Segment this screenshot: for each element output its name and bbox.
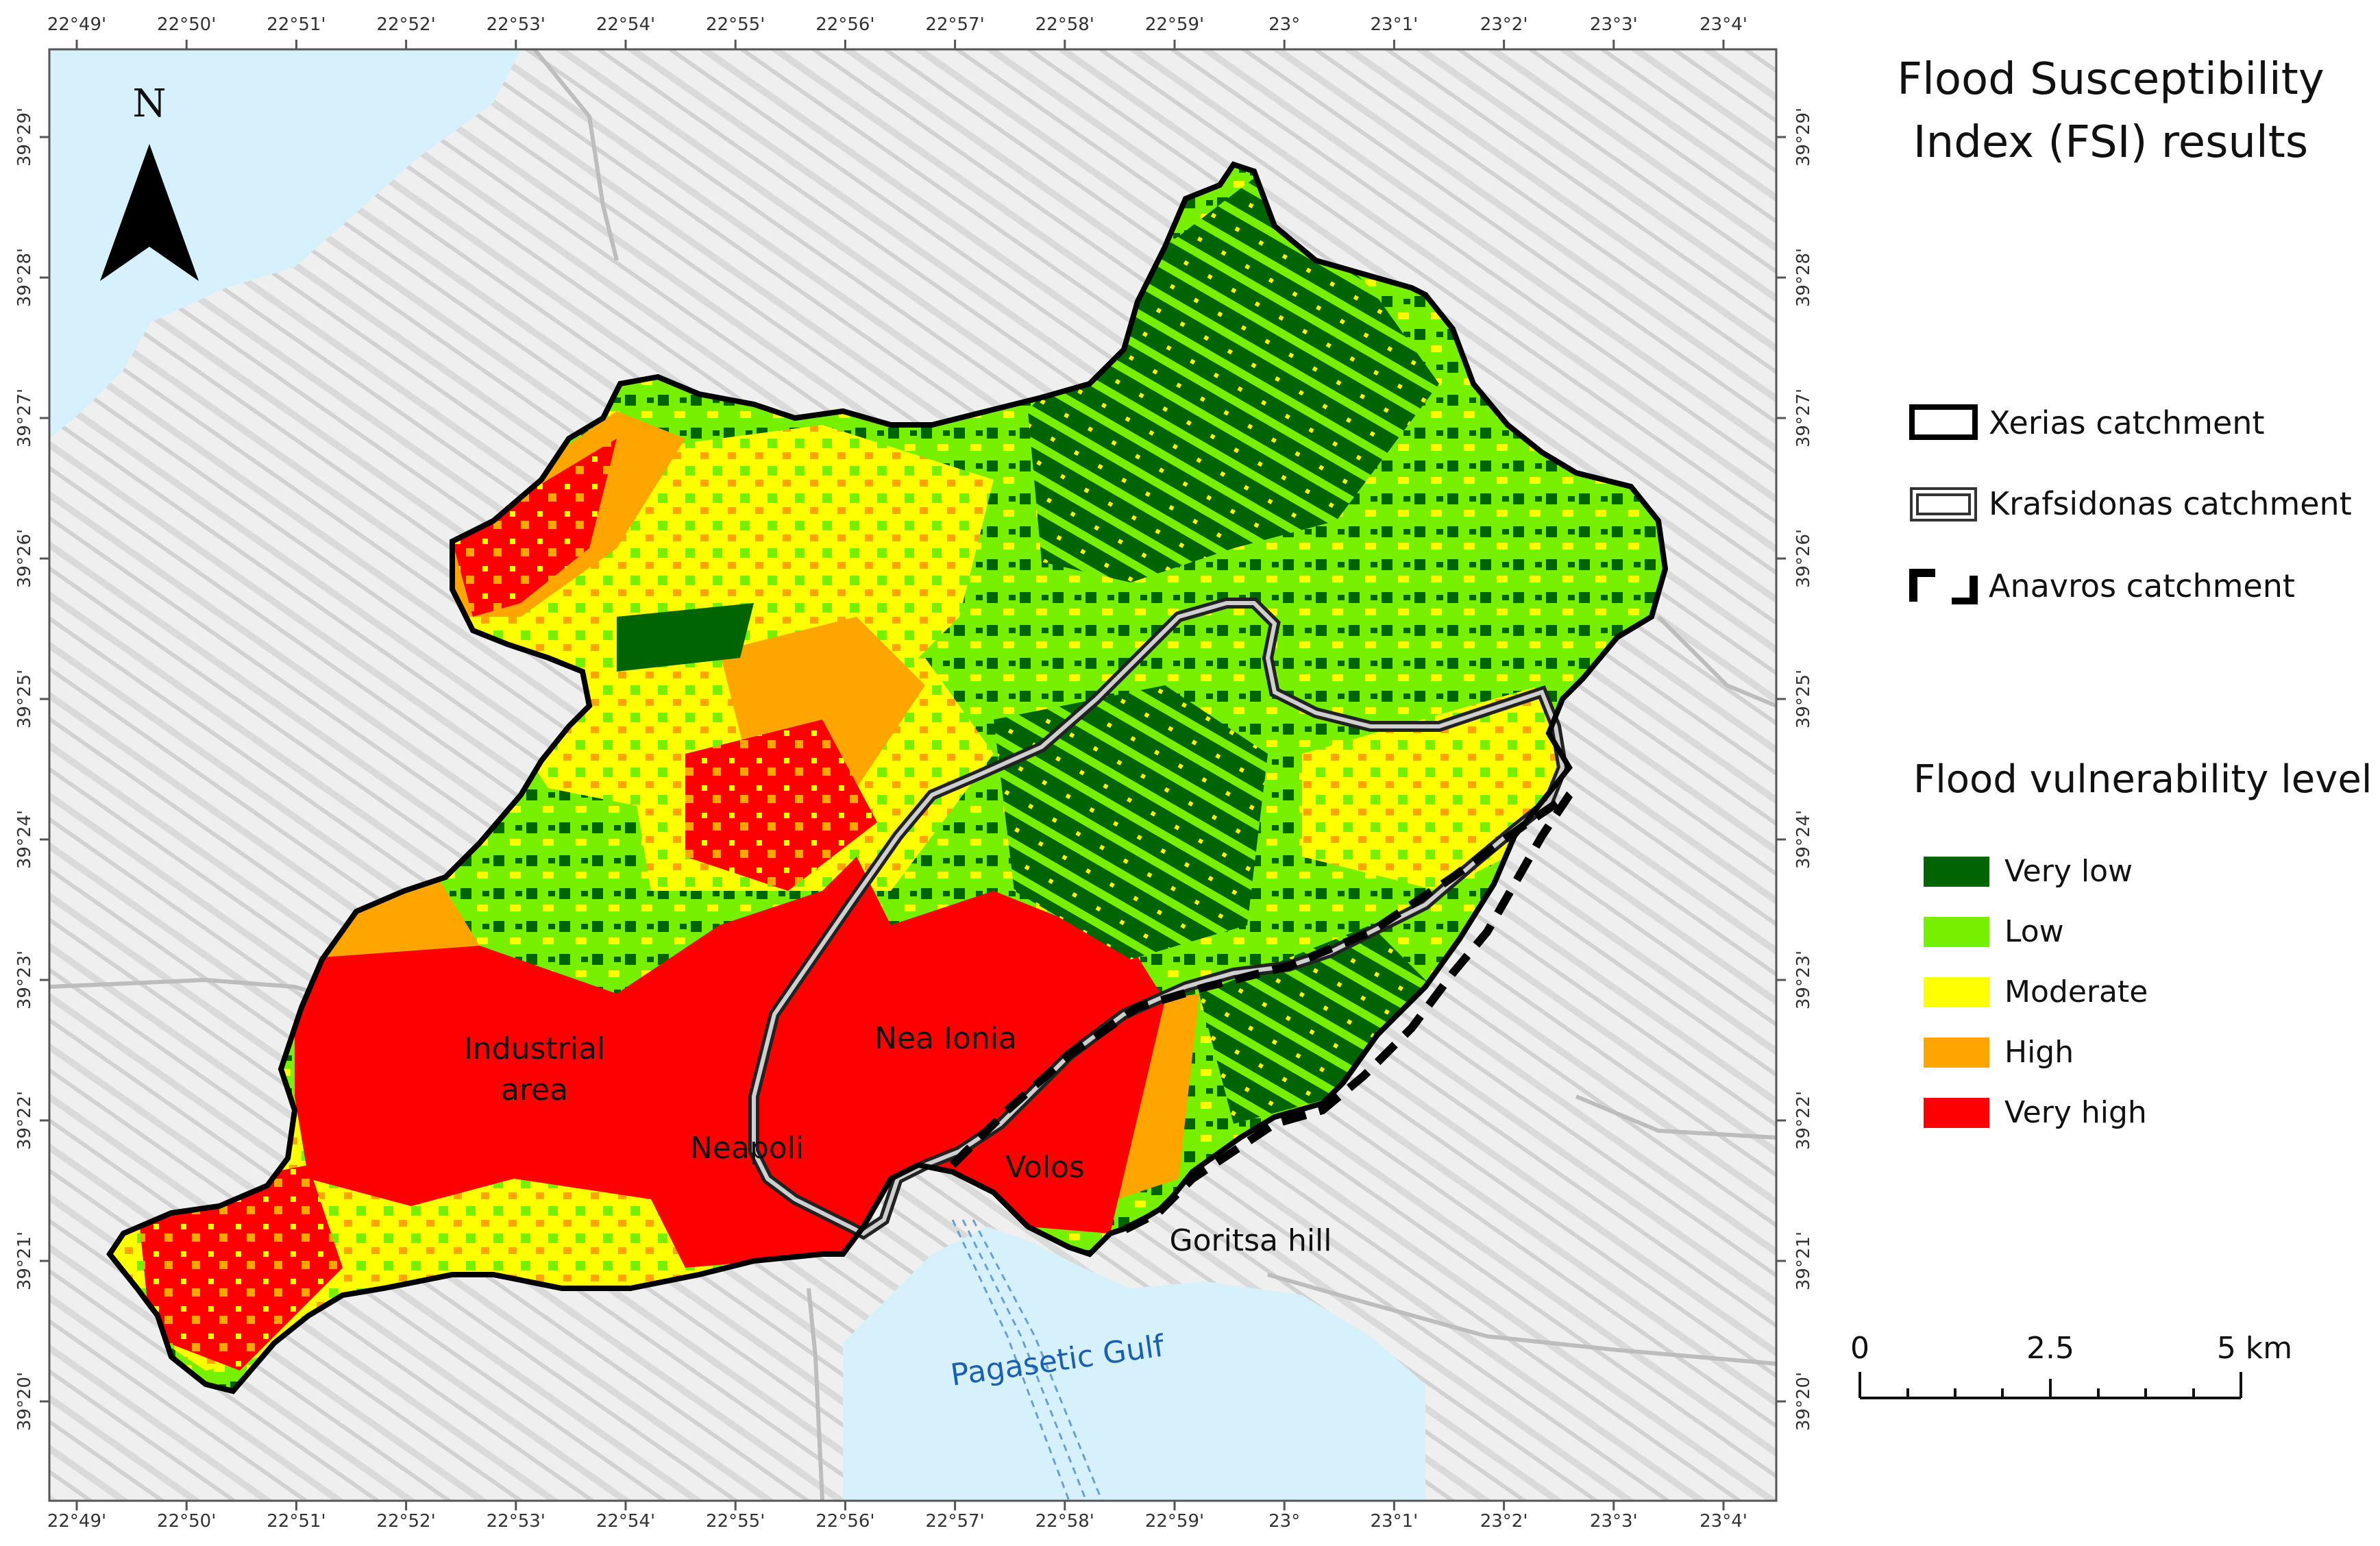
map-title: Flood Susceptibility Index (FSI) results [1850, 48, 2371, 174]
longitude-labels-bottom: 22°49' 22°50' 22°51' 22°52' 22°53' 22°54' 22°5… [47, 1511, 1747, 1532]
place-label-industrial-line1: Industrial [464, 1031, 605, 1066]
vulnerability-swatch [1924, 1038, 1989, 1068]
lon-top-label: 22°50' [157, 14, 216, 35]
xerias-catchment-symbol [1909, 404, 1978, 440]
vulnerability-swatch [1924, 857, 1989, 887]
lon-top-label: 22°55' [706, 14, 765, 35]
lat-left-label: 39°21' [14, 1231, 35, 1290]
lon-top-label: 22°57' [925, 14, 984, 35]
vulnerability-legend-title: Flood vulnerability level [1913, 757, 2372, 802]
bay-of-pagasetic-north [49, 49, 521, 439]
lat-right-label: 39°28' [1793, 248, 1814, 307]
anavros-catchment-symbol [1909, 569, 1978, 604]
vulnerability-swatch [1924, 917, 1989, 947]
longitude-labels-top: 22°49' 22°50' 22°51' 22°52' 22°53' 22°54' 22°5… [47, 14, 1747, 35]
vulnerability-label: Very high [2004, 1095, 2147, 1130]
anavros-boundary [949, 792, 1573, 1238]
lon-bottom-label: 22°49' [47, 1511, 106, 1532]
lon-bottom-label: 22°55' [706, 1511, 765, 1532]
lon-bottom-label: 23°3' [1590, 1511, 1638, 1532]
lon-top-label: 23° [1268, 14, 1300, 35]
lon-bottom-label: 22°53' [487, 1511, 545, 1532]
lat-right-label: 39°22' [1793, 1091, 1814, 1150]
lon-top-label: 22°53' [487, 14, 545, 35]
lon-top-label: 23°3' [1590, 14, 1638, 35]
vulnerability-swatch [1924, 1098, 1989, 1128]
vulnerability-label: Moderate [2004, 974, 2148, 1009]
lon-top-label: 22°51' [267, 14, 326, 35]
scale-bar: 0 2.5 5 km [1850, 1331, 2292, 1399]
lat-right-label: 39°26' [1793, 529, 1814, 588]
lat-left-label: 39°24' [14, 810, 35, 869]
scale-tick-2-5: 2.5 [2026, 1331, 2074, 1366]
xerias-catchment-label: Xerias catchment [1989, 404, 2265, 441]
lon-top-label: 22°56' [815, 14, 874, 35]
vulnerability-label: Very low [2004, 854, 2133, 889]
anavros-catchment-label: Anavros catchment [1989, 567, 2295, 604]
krafsidonas-catchment-label: Krafsidonas catchment [1989, 485, 2352, 522]
lat-right-label: 39°20' [1793, 1372, 1814, 1431]
vulnerability-label: High [2004, 1035, 2074, 1070]
lon-bottom-label: 23° [1268, 1511, 1300, 1532]
lat-left-label: 39°22' [14, 1091, 35, 1150]
place-label-industrial-line2: area [501, 1072, 568, 1107]
lon-bottom-label: 22°54' [596, 1511, 655, 1532]
vulnerability-swatch [1924, 977, 1989, 1007]
lat-left-label: 39°27' [14, 389, 35, 447]
lat-left-label: 39°28' [14, 248, 35, 307]
scale-bar-line [1858, 1372, 2242, 1399]
place-label-goritsa-hill: Goritsa hill [1169, 1223, 1332, 1258]
lon-bottom-label: 23°1' [1371, 1511, 1419, 1532]
lat-right-label: 39°27' [1793, 389, 1814, 447]
lat-right-label: 39°25' [1793, 670, 1814, 728]
lon-top-label: 23°1' [1371, 14, 1419, 35]
map-title-line-1: Flood Susceptibility [1897, 54, 2324, 105]
lon-bottom-label: 22°57' [925, 1511, 984, 1532]
map-frame [48, 48, 1778, 1502]
lon-top-label: 22°52' [376, 14, 435, 35]
lon-top-label: 23°4' [1700, 14, 1747, 35]
lon-top-label: 22°49' [47, 14, 106, 35]
lat-right-label: 39°24' [1793, 810, 1814, 869]
north-arrow-icon [100, 144, 199, 281]
lon-bottom-label: 22°52' [376, 1511, 435, 1532]
map-title-line-2: Index (FSI) results [1913, 117, 2309, 168]
lon-top-label: 22°58' [1035, 14, 1094, 35]
place-label-nea-ionia: Nea Ionia [874, 1021, 1017, 1056]
north-arrow: N [100, 82, 199, 281]
pagasetic-gulf-water [843, 1227, 1425, 1501]
krafsidonas-catchment-symbol [1910, 487, 1977, 522]
latitude-labels-right: 39°29' 39°28' 39°27' 39°26' 39°25' 39°24' 39°2… [1793, 108, 1814, 1431]
place-label-volos: Volos [1005, 1150, 1085, 1185]
lat-right-label: 39°29' [1793, 108, 1814, 167]
lat-left-label: 39°23' [14, 950, 35, 1009]
lon-bottom-label: 22°58' [1035, 1511, 1094, 1532]
lon-bottom-label: 23°4' [1700, 1511, 1747, 1532]
lat-left-label: 39°25' [14, 670, 35, 728]
lon-top-label: 22°59' [1145, 14, 1204, 35]
lat-right-label: 39°21' [1793, 1231, 1814, 1290]
lat-left-label: 39°20' [14, 1372, 35, 1431]
lon-bottom-label: 22°51' [267, 1511, 326, 1532]
place-label-neapoli: Neapoli [690, 1131, 804, 1166]
vulnerability-label: Low [2004, 914, 2064, 949]
scale-tick-0: 0 [1850, 1331, 1869, 1366]
lon-bottom-label: 22°50' [157, 1511, 216, 1532]
lon-bottom-label: 22°59' [1145, 1511, 1204, 1532]
lon-bottom-label: 22°56' [815, 1511, 874, 1532]
graticule-ticks [40, 40, 1786, 1510]
lon-bottom-label: 23°2' [1480, 1511, 1528, 1532]
lat-left-label: 39°29' [14, 108, 35, 167]
lat-left-label: 39°26' [14, 529, 35, 588]
lon-top-label: 22°54' [596, 14, 655, 35]
latitude-labels-left: 39°29' 39°28' 39°27' 39°26' 39°25' 39°24' 39°2… [14, 108, 35, 1431]
lat-right-label: 39°23' [1793, 950, 1814, 1009]
scale-tick-5km: 5 km [2217, 1331, 2292, 1366]
lon-top-label: 23°2' [1480, 14, 1528, 35]
shipping-lanes [951, 1219, 1103, 1501]
north-label: N [133, 82, 167, 126]
